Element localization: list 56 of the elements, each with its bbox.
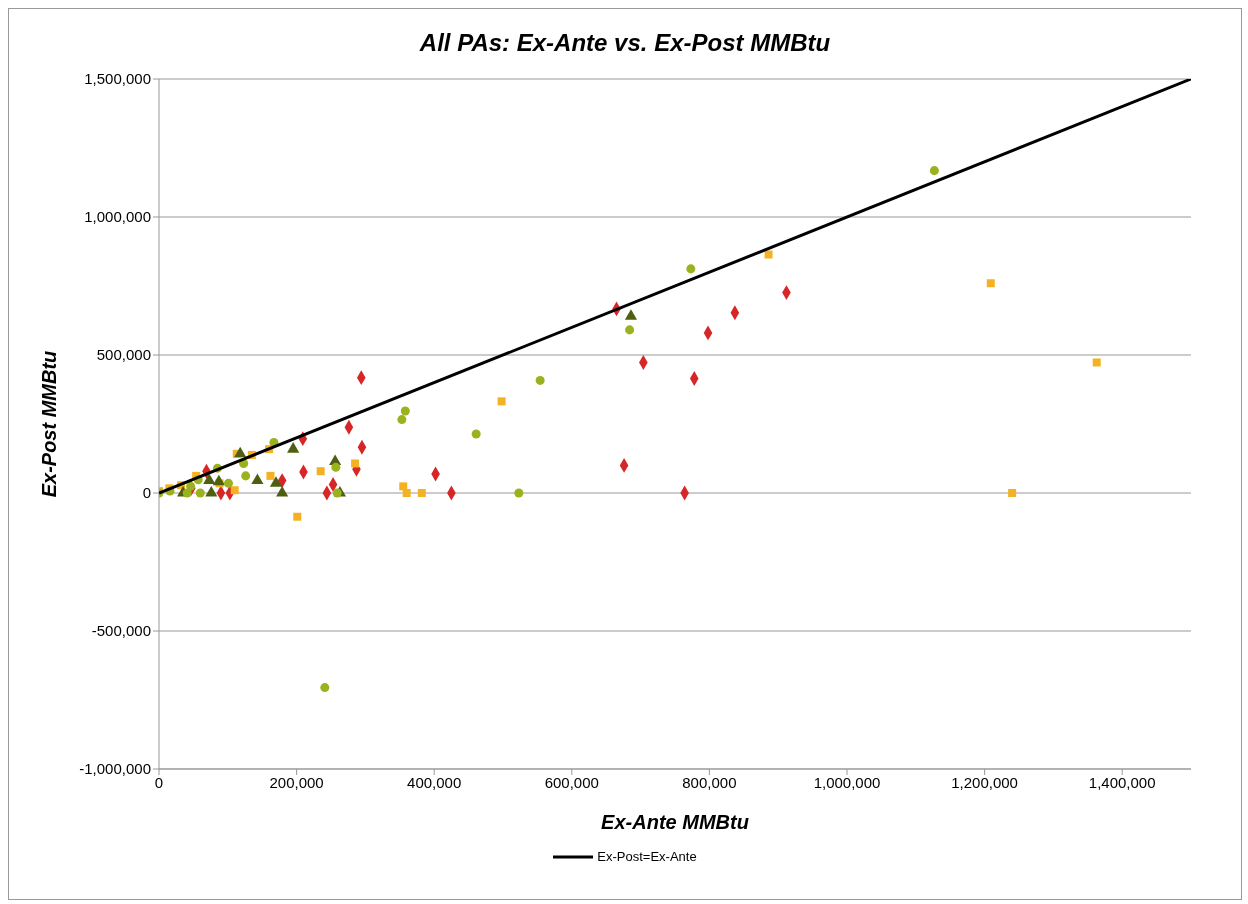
point — [251, 473, 264, 485]
point — [624, 309, 638, 320]
x-tick-label: 600,000 — [544, 773, 599, 791]
point — [351, 459, 360, 468]
point — [535, 375, 545, 385]
y-axis-title: Ex-Post MMBtu — [38, 350, 61, 498]
point — [223, 478, 233, 488]
point — [331, 462, 341, 472]
point — [195, 488, 205, 498]
point — [929, 166, 939, 176]
y-tick-label: 0 — [142, 484, 151, 502]
point — [417, 489, 426, 497]
y-tick-label: 1,000,000 — [84, 208, 151, 226]
point — [320, 683, 330, 693]
point — [402, 489, 411, 497]
point — [1092, 358, 1101, 367]
point — [205, 485, 218, 497]
point — [234, 446, 247, 458]
point — [266, 471, 275, 480]
x-tick-label: 800,000 — [682, 773, 737, 791]
point — [269, 476, 283, 487]
point — [397, 415, 407, 425]
y-tick-label: 1,500,000 — [84, 70, 151, 88]
x-tick-label: 400,000 — [407, 773, 462, 791]
point — [986, 279, 995, 288]
y-tick-label: 500,000 — [96, 346, 151, 364]
point — [514, 488, 524, 498]
point — [686, 264, 696, 274]
point — [764, 250, 773, 259]
point — [293, 512, 302, 521]
point — [212, 474, 225, 486]
point — [230, 486, 239, 495]
point — [332, 488, 342, 498]
legend-label: Ex-Post=Ex-Ante — [597, 849, 697, 864]
point — [316, 467, 325, 476]
point — [203, 473, 216, 485]
y-tick-label: -1,000,000 — [79, 760, 151, 778]
point — [399, 482, 408, 491]
point — [276, 485, 289, 497]
x-tick-label: 0 — [154, 773, 164, 791]
point — [625, 325, 635, 335]
chart-title: All PAs: Ex-Ante vs. Ex-Post MMBtu — [418, 28, 832, 58]
point — [497, 397, 506, 406]
point — [182, 488, 192, 498]
point — [241, 471, 251, 481]
point — [186, 481, 196, 491]
point — [400, 406, 410, 416]
x-tick-label: 200,000 — [269, 773, 324, 791]
point — [287, 442, 300, 453]
point — [1008, 489, 1017, 497]
x-tick-label: 1,000,000 — [813, 773, 881, 791]
point — [471, 429, 481, 439]
x-axis-title: Ex-Ante MMBtu — [601, 811, 749, 833]
y-tick-label: -500,000 — [91, 622, 151, 640]
x-tick-label: 1,200,000 — [951, 773, 1018, 791]
x-tick-label: 1,400,000 — [1088, 773, 1156, 791]
